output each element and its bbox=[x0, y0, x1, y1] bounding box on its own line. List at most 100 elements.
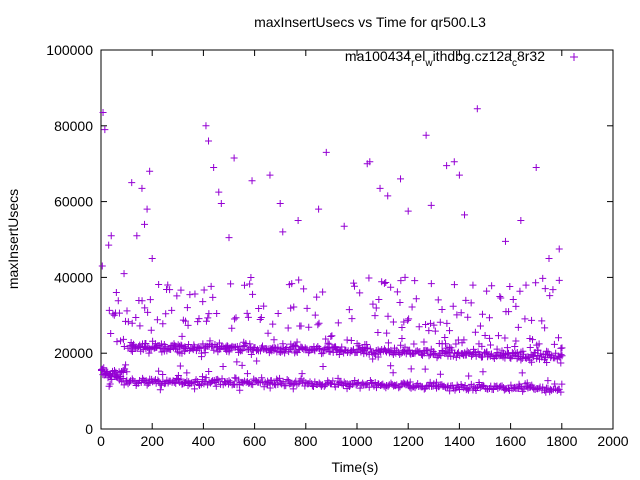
data-point bbox=[449, 302, 457, 310]
data-point bbox=[122, 361, 130, 369]
data-point bbox=[427, 280, 435, 288]
data-point bbox=[441, 334, 449, 342]
data-point bbox=[369, 355, 377, 363]
data-point bbox=[453, 311, 461, 319]
data-point bbox=[426, 319, 434, 327]
legend-label-sub-c: c bbox=[512, 58, 517, 69]
data-point bbox=[319, 349, 327, 357]
data-point bbox=[389, 318, 397, 326]
data-point bbox=[535, 340, 543, 348]
data-point bbox=[201, 377, 209, 385]
data-point bbox=[239, 379, 247, 387]
data-point bbox=[152, 343, 160, 351]
data-point bbox=[519, 347, 527, 355]
data-point bbox=[432, 378, 440, 386]
data-point bbox=[365, 383, 373, 391]
data-point bbox=[383, 329, 391, 337]
data-point bbox=[282, 382, 290, 390]
legend-marker bbox=[570, 53, 578, 61]
data-point bbox=[178, 332, 186, 340]
data-point bbox=[461, 211, 469, 219]
data-point bbox=[442, 340, 450, 348]
data-point bbox=[516, 382, 524, 390]
data-point bbox=[160, 380, 168, 388]
data-point bbox=[389, 369, 397, 377]
data-point bbox=[455, 171, 463, 179]
data-point bbox=[365, 274, 373, 282]
data-point bbox=[141, 304, 149, 312]
data-point bbox=[549, 286, 557, 294]
data-point bbox=[198, 353, 206, 361]
data-point bbox=[437, 352, 445, 360]
data-point bbox=[449, 352, 457, 360]
data-point bbox=[503, 350, 511, 358]
data-point bbox=[119, 375, 127, 383]
x-tick-label: 200 bbox=[141, 433, 165, 449]
data-point bbox=[476, 322, 484, 330]
data-point bbox=[488, 282, 496, 290]
data-point bbox=[232, 314, 240, 322]
data-point bbox=[184, 321, 192, 329]
data-point bbox=[467, 299, 475, 307]
data-point bbox=[257, 313, 265, 321]
data-point bbox=[194, 378, 202, 386]
data-point bbox=[303, 304, 311, 312]
data-point bbox=[434, 296, 442, 304]
data-point bbox=[338, 348, 346, 356]
data-point bbox=[128, 319, 136, 327]
data-point bbox=[555, 385, 563, 393]
data-point bbox=[142, 339, 150, 347]
x-tick-label: 0 bbox=[97, 433, 105, 449]
data-point bbox=[200, 286, 208, 294]
data-point bbox=[410, 340, 418, 348]
data-point bbox=[522, 281, 530, 289]
data-point bbox=[249, 290, 257, 298]
data-point bbox=[348, 315, 356, 323]
data-point bbox=[384, 339, 392, 347]
data-point bbox=[427, 201, 435, 209]
data-point bbox=[114, 297, 122, 305]
data-point bbox=[443, 162, 451, 170]
data-point bbox=[366, 158, 374, 166]
data-point bbox=[557, 388, 565, 396]
data-point bbox=[115, 309, 123, 317]
data-point bbox=[174, 371, 182, 379]
data-point bbox=[506, 282, 514, 290]
data-point bbox=[528, 358, 536, 366]
data-point bbox=[322, 335, 330, 343]
data-point bbox=[205, 368, 213, 376]
data-point bbox=[260, 302, 268, 310]
data-point bbox=[475, 378, 483, 386]
data-point bbox=[243, 309, 251, 317]
data-point bbox=[182, 317, 190, 325]
data-point bbox=[334, 319, 342, 327]
data-point bbox=[264, 329, 272, 337]
data-point bbox=[543, 347, 551, 355]
data-point bbox=[405, 315, 413, 323]
data-point bbox=[454, 348, 462, 356]
data-point bbox=[397, 175, 405, 183]
data-point bbox=[168, 306, 176, 314]
data-point bbox=[438, 306, 446, 314]
data-point bbox=[123, 307, 131, 315]
data-point bbox=[279, 228, 287, 236]
data-point bbox=[481, 349, 489, 357]
data-point bbox=[100, 364, 108, 372]
x-tick-label: 1600 bbox=[495, 433, 526, 449]
data-point bbox=[328, 332, 336, 340]
data-point bbox=[106, 380, 114, 388]
data-point bbox=[133, 232, 141, 240]
data-point bbox=[298, 370, 306, 378]
data-point bbox=[191, 385, 199, 393]
data-point bbox=[119, 366, 127, 374]
data-point bbox=[162, 310, 170, 318]
data-point bbox=[469, 281, 477, 289]
data-point bbox=[398, 335, 406, 343]
data-point bbox=[112, 289, 120, 297]
data-point bbox=[146, 296, 154, 304]
data-point bbox=[555, 276, 563, 284]
data-point bbox=[186, 291, 194, 299]
data-point bbox=[404, 316, 412, 324]
data-point bbox=[214, 375, 222, 383]
